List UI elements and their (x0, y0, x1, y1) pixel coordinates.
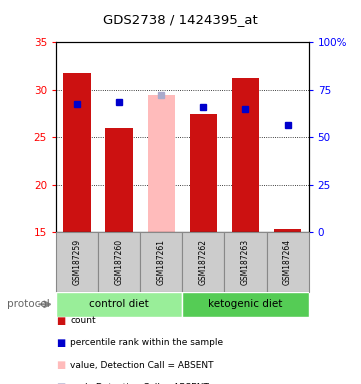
Bar (148, 94, 175, 232)
Bar (56, 232, 98, 292)
Text: GSM187264: GSM187264 (283, 239, 292, 285)
Text: ■: ■ (56, 360, 65, 370)
Bar (56, 292, 182, 317)
Text: count: count (70, 316, 96, 325)
Text: percentile rank within the sample: percentile rank within the sample (70, 338, 223, 348)
Text: protocol: protocol (7, 299, 50, 310)
Bar (190, 114, 217, 232)
Text: GDS2738 / 1424395_at: GDS2738 / 1424395_at (103, 13, 258, 26)
Bar (63, 73, 91, 232)
Bar (182, 232, 225, 292)
Text: rank, Detection Call = ABSENT: rank, Detection Call = ABSENT (70, 383, 209, 384)
Text: GSM187260: GSM187260 (115, 239, 123, 285)
Bar (105, 128, 133, 232)
Text: control diet: control diet (89, 299, 149, 310)
Text: GSM187259: GSM187259 (73, 239, 82, 285)
Bar (266, 232, 309, 292)
Text: GSM187261: GSM187261 (157, 239, 166, 285)
Text: GSM187263: GSM187263 (241, 239, 250, 285)
Text: ■: ■ (56, 382, 65, 384)
Text: value, Detection Call = ABSENT: value, Detection Call = ABSENT (70, 361, 214, 370)
Bar (274, 230, 301, 232)
Bar (182, 292, 309, 317)
Bar (98, 232, 140, 292)
Bar (140, 232, 182, 292)
Bar (232, 78, 259, 232)
Text: ketogenic diet: ketogenic diet (208, 299, 283, 310)
Bar (225, 232, 266, 292)
Text: ■: ■ (56, 316, 65, 326)
Text: GSM187262: GSM187262 (199, 239, 208, 285)
Text: ■: ■ (56, 338, 65, 348)
